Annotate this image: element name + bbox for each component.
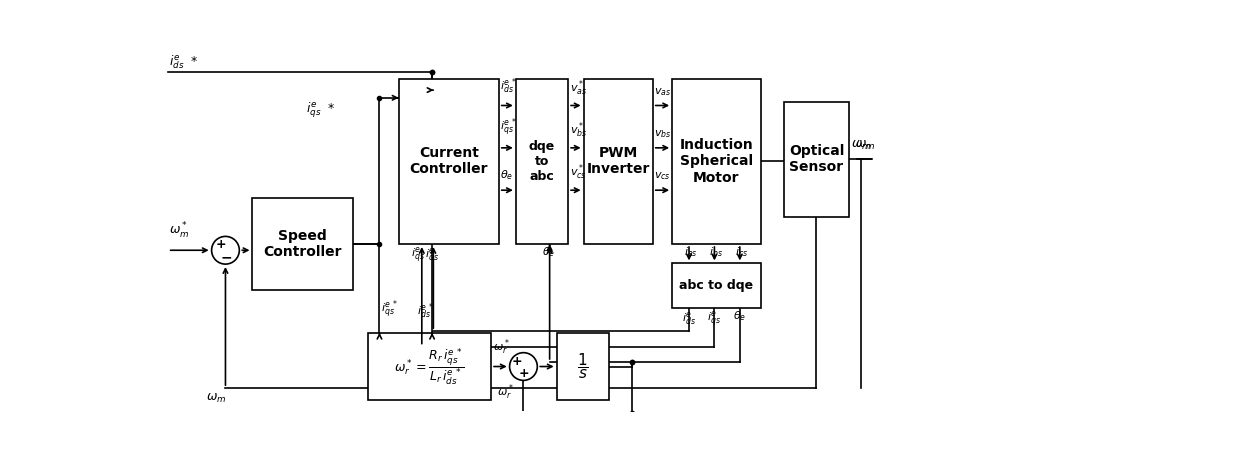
Text: $\theta_e$: $\theta_e$: [542, 246, 555, 260]
Text: $i_{qs}^{e}$  *: $i_{qs}^{e}$ *: [306, 100, 336, 120]
Text: abc to dqe: abc to dqe: [679, 279, 753, 292]
Text: $i_{qs}^{e\,*}$: $i_{qs}^{e\,*}$: [382, 299, 398, 321]
Text: dqe
to
abc: dqe to abc: [528, 140, 555, 183]
Text: $v_{cs}$: $v_{cs}$: [654, 170, 671, 182]
Text: $\omega_m$: $\omega_m$: [851, 139, 872, 152]
Text: $i_{qs}^{e}$: $i_{qs}^{e}$: [708, 310, 722, 329]
Text: $v_{bs}$: $v_{bs}$: [654, 128, 671, 140]
Text: Speed
Controller: Speed Controller: [264, 229, 341, 259]
Text: $i_{ds}^{e}$: $i_{ds}^{e}$: [681, 310, 697, 327]
Text: $i_{ds}^{e\,*}$: $i_{ds}^{e\,*}$: [417, 302, 434, 321]
Text: +: +: [518, 367, 530, 380]
Text: PWM
Inverter: PWM Inverter: [586, 146, 650, 176]
Text: $v_{as}^*$: $v_{as}^*$: [570, 78, 587, 98]
Text: $i_{ds}^{e}$: $i_{ds}^{e}$: [425, 246, 439, 262]
Text: $i_{ds}^{e}$  *: $i_{ds}^{e}$ *: [169, 53, 200, 71]
Text: $\omega_m$: $\omega_m$: [206, 392, 227, 405]
Bar: [783, 102, 850, 217]
Bar: [252, 198, 353, 290]
Bar: [673, 263, 761, 308]
Text: $\omega_r^*$: $\omega_r^*$: [497, 383, 513, 402]
Text: $\omega_m^*$: $\omega_m^*$: [169, 221, 190, 241]
Text: +: +: [512, 355, 522, 368]
Text: $i_{qs}^{e}$: $i_{qs}^{e}$: [410, 246, 425, 265]
Text: $\omega_r^*$: $\omega_r^*$: [493, 338, 510, 357]
Text: $i_{as}$: $i_{as}$: [684, 246, 698, 260]
Text: Induction
Spherical
Motor: Induction Spherical Motor: [679, 138, 753, 184]
Bar: [584, 79, 653, 244]
Bar: [399, 79, 498, 244]
Text: $i_{cs}$: $i_{cs}$: [734, 246, 748, 260]
Circle shape: [212, 237, 240, 264]
Text: $\theta_e$: $\theta_e$: [733, 310, 747, 323]
Text: $\dfrac{1}{s}$: $\dfrac{1}{s}$: [577, 352, 589, 382]
Bar: [556, 333, 609, 401]
Bar: [673, 79, 761, 244]
Text: $i_{ds}^{e\,*}$: $i_{ds}^{e\,*}$: [501, 77, 517, 96]
Text: $v_{as}$: $v_{as}$: [654, 86, 671, 98]
Bar: [368, 333, 491, 401]
Text: $\theta_e$: $\theta_e$: [501, 169, 513, 182]
Text: $v_{cs}^*$: $v_{cs}^*$: [570, 163, 586, 182]
Circle shape: [510, 353, 537, 380]
Bar: [516, 79, 569, 244]
Text: Current
Controller: Current Controller: [409, 146, 488, 176]
Text: $i_{bs}$: $i_{bs}$: [709, 246, 723, 260]
Text: $v_{bs}^*$: $v_{bs}^*$: [570, 121, 587, 140]
Text: −: −: [221, 250, 232, 264]
Text: Optical
Sensor: Optical Sensor: [788, 144, 845, 175]
Text: $\omega_r^*=\dfrac{R_r\,i_{qs}^{e\,*}}{L_r\,i_{ds}^{e\,*}}$: $\omega_r^*=\dfrac{R_r\,i_{qs}^{e\,*}}{L…: [394, 346, 464, 387]
Text: $i_{qs}^{e\,*}$: $i_{qs}^{e\,*}$: [501, 116, 517, 139]
Text: +: +: [216, 238, 226, 251]
Text: $\omega_m$: $\omega_m$: [856, 139, 876, 152]
